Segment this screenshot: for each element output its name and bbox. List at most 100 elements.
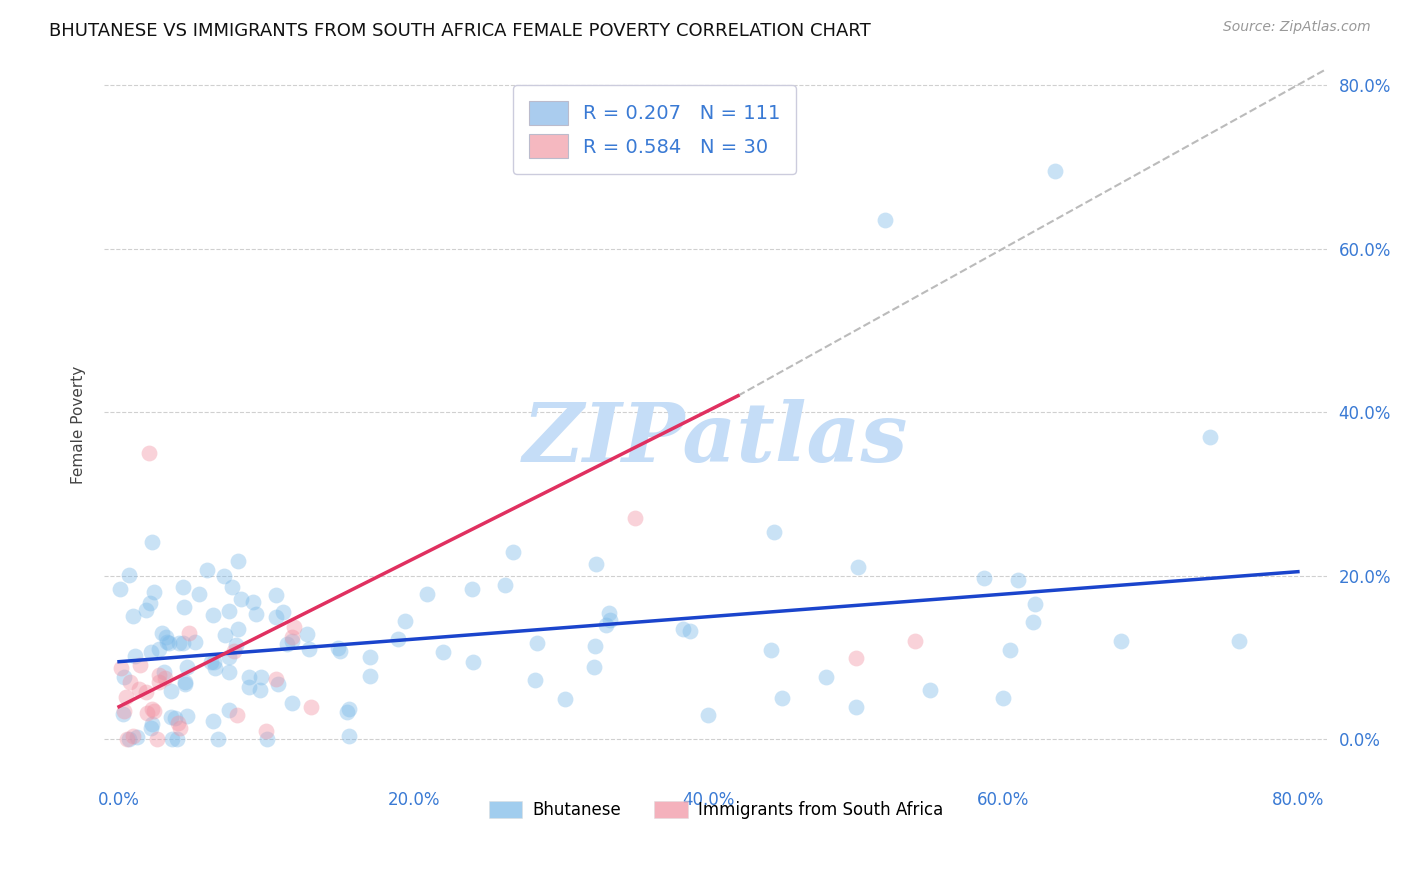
Point <box>238 680 260 694</box>
Point <box>1021 615 1043 629</box>
Point <box>110 661 132 675</box>
Point <box>623 511 645 525</box>
Point <box>153 671 176 685</box>
Point <box>762 525 785 540</box>
Point <box>494 578 516 592</box>
Point <box>326 641 349 656</box>
Point <box>249 683 271 698</box>
Point <box>242 595 264 609</box>
Point <box>139 721 162 735</box>
Text: Source: ZipAtlas.com: Source: ZipAtlas.com <box>1223 20 1371 34</box>
Point <box>150 625 173 640</box>
Point <box>218 604 240 618</box>
Point <box>218 649 240 664</box>
Point <box>271 605 294 619</box>
Point <box>993 691 1015 706</box>
Point <box>283 620 305 634</box>
Point <box>582 660 605 674</box>
Point <box>359 649 381 664</box>
Point <box>218 665 240 680</box>
Point <box>598 607 620 621</box>
Point <box>122 609 145 624</box>
Point <box>524 673 547 687</box>
Point <box>187 587 209 601</box>
Point <box>329 644 352 658</box>
Point <box>1227 634 1250 648</box>
Text: BHUTANESE VS IMMIGRANTS FROM SOUTH AFRICA FEMALE POVERTY CORRELATION CHART: BHUTANESE VS IMMIGRANTS FROM SOUTH AFRIC… <box>49 22 870 40</box>
Point <box>226 707 249 722</box>
Point <box>1000 643 1022 657</box>
Point <box>250 670 273 684</box>
Point <box>148 667 170 681</box>
Point <box>359 669 381 683</box>
Point <box>173 599 195 614</box>
Point <box>143 585 166 599</box>
Point <box>254 724 277 739</box>
Point <box>502 545 524 559</box>
Point <box>526 636 548 650</box>
Point <box>142 704 165 718</box>
Point <box>160 710 183 724</box>
Point <box>845 650 868 665</box>
Point <box>176 659 198 673</box>
Point <box>461 655 484 669</box>
Point <box>155 630 177 644</box>
Point <box>1024 598 1046 612</box>
Point <box>678 624 700 638</box>
Point <box>846 560 869 574</box>
Point <box>281 630 304 644</box>
Point <box>461 582 484 596</box>
Point <box>394 615 416 629</box>
Point <box>599 613 621 627</box>
Point <box>221 580 243 594</box>
Point <box>280 696 302 710</box>
Point <box>141 645 163 659</box>
Y-axis label: Female Poverty: Female Poverty <box>72 366 86 483</box>
Point <box>337 702 360 716</box>
Point <box>162 732 184 747</box>
Point <box>112 707 135 722</box>
Point <box>226 622 249 636</box>
Point <box>264 610 287 624</box>
Point <box>200 655 222 669</box>
Point <box>124 649 146 664</box>
Point <box>214 628 236 642</box>
Point <box>585 557 607 571</box>
Point <box>156 635 179 649</box>
Point <box>157 636 180 650</box>
Point <box>297 626 319 640</box>
Point <box>1198 430 1220 444</box>
Point <box>759 642 782 657</box>
Point <box>387 632 409 647</box>
Point <box>125 730 148 744</box>
Point <box>918 683 941 698</box>
Point <box>118 568 141 582</box>
Point <box>228 554 250 568</box>
Point <box>432 644 454 658</box>
Point <box>218 703 240 717</box>
Point <box>141 535 163 549</box>
Point <box>201 607 224 622</box>
Point <box>159 684 181 698</box>
Point <box>139 596 162 610</box>
Point <box>129 657 152 672</box>
Text: ZIPatlas: ZIPatlas <box>523 399 908 479</box>
Point <box>136 706 159 721</box>
Point <box>174 675 197 690</box>
Point <box>145 732 167 747</box>
Point <box>770 691 793 706</box>
Point <box>141 716 163 731</box>
Point <box>416 587 439 601</box>
Point <box>121 729 143 743</box>
Point <box>697 707 720 722</box>
Point <box>225 638 247 652</box>
Point <box>166 731 188 746</box>
Point <box>167 716 190 731</box>
Point <box>1043 163 1066 178</box>
Point <box>280 634 302 648</box>
Point <box>299 699 322 714</box>
Point <box>108 582 131 596</box>
Point <box>167 636 190 650</box>
Point <box>554 691 576 706</box>
Point <box>264 588 287 602</box>
